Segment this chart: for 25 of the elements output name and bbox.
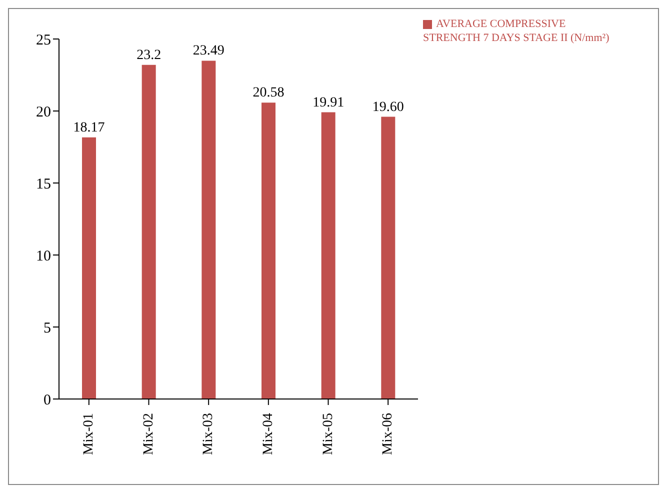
bar <box>262 102 276 399</box>
bar <box>142 64 156 399</box>
x-tick-label: Mix-06 <box>380 413 396 455</box>
bar <box>321 112 336 399</box>
x-tick-label: Mix-01 <box>81 413 96 455</box>
data-label: 19.60 <box>372 100 404 115</box>
y-tick-label: 20 <box>36 104 51 120</box>
data-label: 18.17 <box>73 120 105 136</box>
data-label: 19.91 <box>312 95 344 110</box>
x-tick-label: Mix-04 <box>260 413 276 455</box>
legend-label: AVERAGE COMPRESSIVE STRENGTH 7 DAYS STAGE II (N/mm²) <box>423 18 610 44</box>
data-label: 20.58 <box>252 86 284 101</box>
y-tick-label: 0 <box>44 392 51 408</box>
y-tick-label: 5 <box>44 320 51 336</box>
data-label: 23.2 <box>136 48 162 63</box>
y-tick-label: 10 <box>36 248 51 264</box>
bar <box>381 116 396 399</box>
bar <box>82 137 96 399</box>
data-label: 23.49 <box>192 44 224 59</box>
x-tick-label: Mix-02 <box>141 413 156 455</box>
y-tick-label: 15 <box>36 176 51 192</box>
bar <box>202 60 216 399</box>
x-tick-label: Mix-05 <box>320 413 336 455</box>
x-tick-label: Mix-03 <box>201 413 216 455</box>
y-tick-label: 25 <box>36 32 51 48</box>
